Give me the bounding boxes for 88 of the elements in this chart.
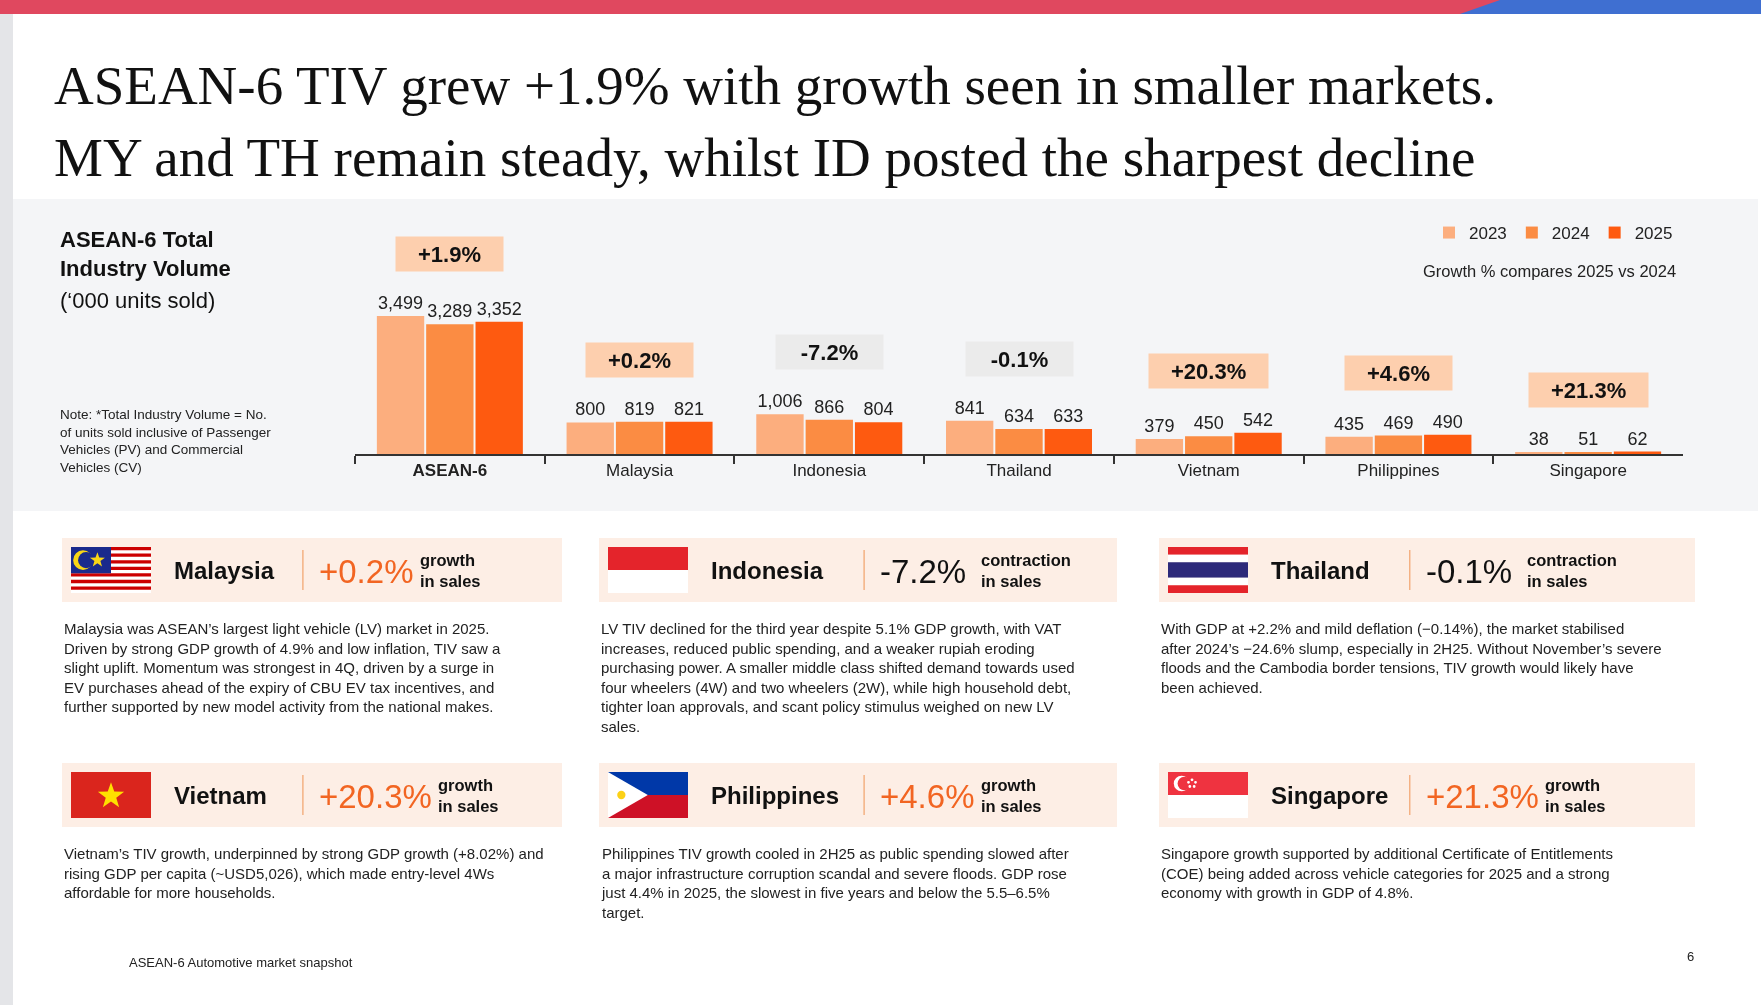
annotation: +4.6% bbox=[1366, 360, 1430, 386]
bar bbox=[566, 422, 614, 454]
data-label: 634 bbox=[1003, 406, 1035, 426]
x-tick-label: Indonesia bbox=[792, 461, 867, 481]
text: ASEAN-6 Total Industry Volume bbox=[60, 227, 231, 281]
text: growth in sales bbox=[981, 776, 1042, 816]
text: Note: *Total Industry Volume = No. of units sold inclusive of Passenger Vehicles (PV) and Commercial Vehicles (CV) bbox=[60, 407, 272, 475]
chart-title: ASEAN-6 TIV grew +1.9% with growth seen in smaller markets. MY and TH remain steady, whilst ID posted the sharpest decline bbox=[54, 55, 1496, 188]
text: Singapore growth supported by additional Certificate of Entitlements (COE) being added across vehicle categories for 2025 and a strong economy with growth in GDP of 4.8%. bbox=[1161, 845, 1613, 901]
text: growth in sales bbox=[420, 551, 481, 591]
legend-label: 2025 bbox=[1634, 224, 1673, 244]
text: ASEAN-6 Automotive market snapshot bbox=[129, 955, 353, 970]
data-label: 800 bbox=[575, 399, 606, 420]
bar bbox=[1325, 436, 1373, 454]
x-tick-label: Thailand bbox=[986, 461, 1052, 481]
bar bbox=[946, 420, 994, 454]
text: Philippines TIV growth cooled in 2H25 as public spending slowed after a major infrastructure corruption scandal and severe floods. GDP rose just 4.4% in 2025, the slowest in five years and below the 5.5–6.5% target. bbox=[601, 845, 1069, 921]
data-label: 379 bbox=[1144, 416, 1175, 437]
text: (‘000 units sold) bbox=[60, 288, 216, 313]
bar bbox=[1044, 429, 1092, 454]
data-label: 821 bbox=[673, 398, 704, 419]
text: Malaysia was ASEAN’s largest light vehicle (LV) market in 2025. Driven by strong GDP growth of 4.9% and low inflation, TIV saw a slight uplift. Momentum was strongest in 4Q, driven by a surge in EV purchases ahead of the expiry of CBU EV tax incentives, and further supported by new model activity from the national makes. bbox=[64, 620, 501, 715]
x-tick-label: Vietnam bbox=[1177, 461, 1240, 481]
text: +1.9% bbox=[417, 241, 481, 267]
bar bbox=[854, 422, 903, 454]
x-tick-label: Singapore bbox=[1549, 461, 1627, 481]
x-tick-label: ASEAN-6 bbox=[412, 461, 488, 481]
data-label: 435 bbox=[1334, 413, 1365, 434]
bar bbox=[1135, 439, 1184, 454]
text: Malaysia bbox=[174, 557, 275, 584]
text: contraction in sales bbox=[1527, 551, 1617, 591]
data-label: 841 bbox=[954, 397, 985, 418]
data-label: 38 bbox=[1528, 429, 1549, 449]
data-label: 1,006 bbox=[757, 391, 803, 412]
bar bbox=[805, 419, 853, 454]
data-label: 490 bbox=[1432, 411, 1463, 432]
data-label: 866 bbox=[814, 396, 845, 417]
bar bbox=[1564, 451, 1612, 454]
x-tick-label: Malaysia bbox=[606, 461, 674, 481]
data-label: 51 bbox=[1578, 428, 1599, 449]
bar bbox=[1424, 434, 1472, 454]
text: -0.1% bbox=[1426, 553, 1513, 590]
legend-label: 2023 bbox=[1469, 224, 1507, 244]
data-label: 450 bbox=[1193, 413, 1224, 434]
data-label: 3,352 bbox=[476, 298, 522, 319]
data-label: 62 bbox=[1627, 428, 1648, 449]
text: +21.3% bbox=[1426, 778, 1539, 815]
data-label: 3,289 bbox=[427, 301, 473, 322]
text: Growth % compares 2025 vs 2024 bbox=[1423, 262, 1677, 280]
bar bbox=[426, 324, 474, 454]
text: 6 bbox=[1687, 949, 1695, 964]
bar bbox=[995, 429, 1043, 454]
text: With GDP at +2.2% and mild deflation (−0.14%), the market stabilised after 2024’s −24.6% slump, especially in 2H25. Without November’s severe floods and the Cambodia border tensions, TIV growth would likely have been achieved. bbox=[1161, 620, 1662, 696]
bar bbox=[615, 421, 664, 454]
data-label: 633 bbox=[1053, 406, 1084, 427]
data-label: 819 bbox=[624, 398, 655, 419]
data-label: 469 bbox=[1383, 412, 1414, 433]
text: LV TIV declined for the third year despite 5.1% GDP growth, with VAT increases, reduced public spending, and a weaker rupiah eroding purchasing power. A smaller middle class shifted demand towards used four wheelers (4W) and two wheelers (2W), while high household debt, tighter loan approvals, and scant policy stimulus weighed on new LV sales. bbox=[601, 620, 1075, 735]
text: growth in sales bbox=[438, 776, 499, 816]
legend-label: 2024 bbox=[1551, 224, 1590, 244]
annotation: +20.3% bbox=[1170, 358, 1247, 384]
text: Vietnam bbox=[174, 782, 267, 809]
data-label: 542 bbox=[1243, 409, 1274, 430]
bar bbox=[756, 414, 804, 454]
bar bbox=[1185, 436, 1233, 454]
x-tick-label: Philippines bbox=[1357, 461, 1440, 481]
text: Vietnam’s TIV growth, underpinned by strong GDP growth (+8.02%) and rising GDP per capita (~USD5,026), which made entry-level 4Ws affordable for more households. bbox=[64, 845, 544, 901]
bar bbox=[1374, 435, 1423, 454]
text: Philippines bbox=[711, 782, 840, 809]
text: +0.2% bbox=[319, 553, 414, 590]
text: Singapore bbox=[1271, 782, 1389, 809]
bar bbox=[665, 421, 713, 454]
annotation: +0.2% bbox=[607, 347, 671, 373]
data-label: 804 bbox=[863, 399, 894, 420]
annotation: +21.3% bbox=[1550, 377, 1627, 403]
bar bbox=[475, 321, 523, 454]
text: growth in sales bbox=[1545, 776, 1606, 816]
bar bbox=[376, 316, 425, 454]
text: Indonesia bbox=[711, 557, 824, 584]
data-label: 3,499 bbox=[378, 293, 424, 314]
annotation: -7.2% bbox=[800, 339, 859, 365]
text: +20.3% bbox=[319, 778, 432, 815]
annotation: -0.1% bbox=[990, 346, 1049, 372]
text: contraction in sales bbox=[981, 551, 1071, 591]
text: -7.2% bbox=[880, 553, 967, 590]
text: Thailand bbox=[1271, 557, 1370, 584]
bar bbox=[1234, 432, 1282, 454]
text: +4.6% bbox=[880, 778, 975, 815]
